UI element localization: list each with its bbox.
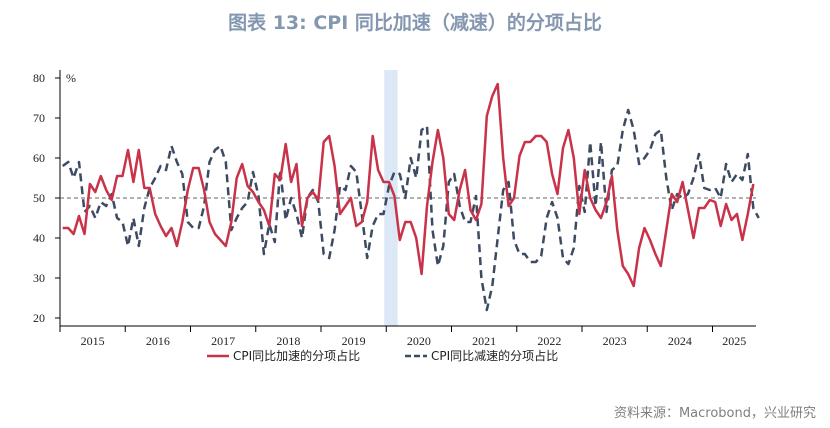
legend-label: CPI同比加速的分项占比 (233, 348, 360, 363)
y-unit-label: % (66, 71, 76, 85)
x-tick-label: 2017 (211, 334, 235, 348)
series-line-acceleration (62, 82, 755, 288)
x-tick-label: 2019 (342, 334, 366, 348)
x-tick-label: 2021 (472, 334, 496, 348)
y-tick-label: 40 (33, 231, 45, 245)
y-tick-label: 20 (33, 311, 45, 325)
x-tick-label: 2018 (276, 334, 300, 348)
x-tick-label: 2023 (603, 334, 627, 348)
x-tick-label: 2024 (668, 334, 692, 348)
y-tick-label: 50 (33, 191, 45, 205)
x-tick-label: 2025 (722, 334, 746, 348)
legend-label: CPI同比减速的分项占比 (431, 348, 558, 363)
y-tick-label: 80 (33, 71, 45, 85)
source-note: 资料来源：Macrobond，兴业研究 (613, 406, 816, 421)
y-tick-label: 70 (33, 111, 45, 125)
x-tick-label: 2015 (81, 334, 105, 348)
x-tick-label: 2016 (146, 334, 170, 348)
x-tick-label: 2022 (537, 334, 561, 348)
x-tick-label: 2020 (407, 334, 431, 348)
y-tick-label: 30 (33, 271, 45, 285)
series-line-deceleration (61, 108, 760, 312)
y-tick-label: 60 (33, 151, 45, 165)
chart-title: 图表 13: CPI 同比加速（减速）的分项占比 (228, 12, 602, 34)
